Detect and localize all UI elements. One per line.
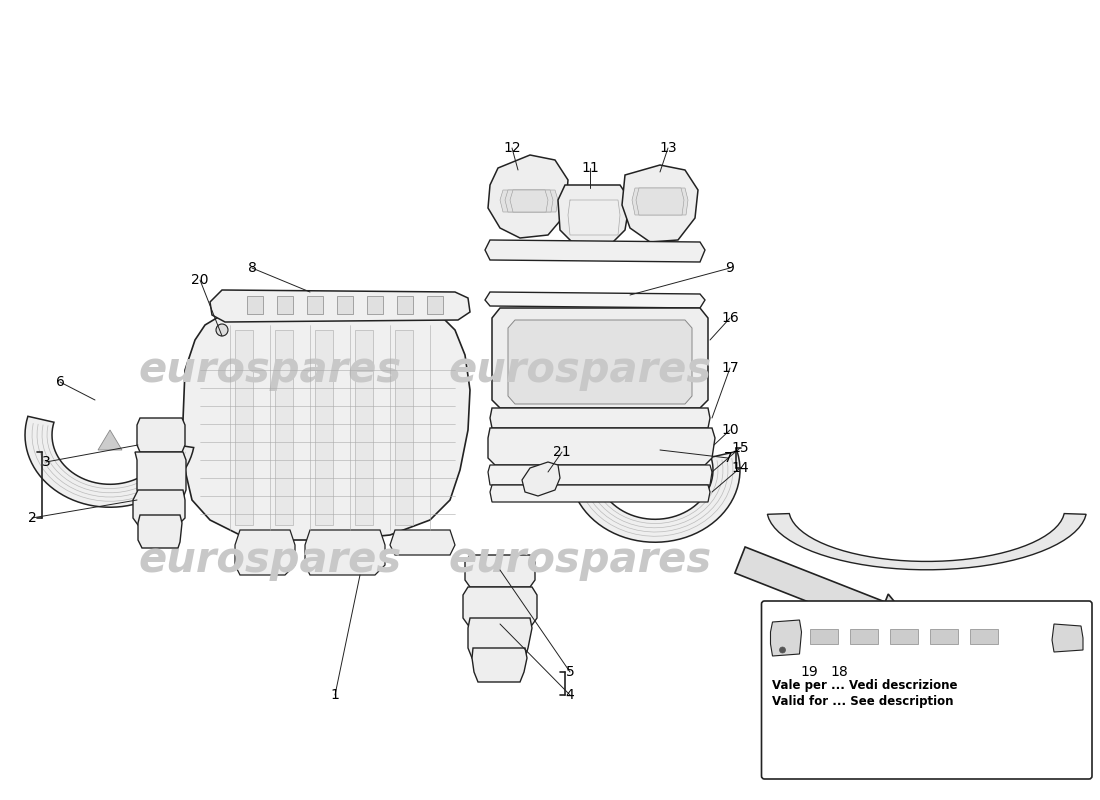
Polygon shape [472, 648, 527, 682]
Polygon shape [138, 515, 182, 548]
Polygon shape [235, 530, 295, 575]
Polygon shape [570, 451, 740, 542]
Text: eurospares: eurospares [449, 349, 712, 391]
Text: eurospares: eurospares [449, 539, 712, 581]
Polygon shape [138, 418, 185, 452]
Text: 2: 2 [28, 511, 36, 525]
Polygon shape [558, 185, 630, 245]
Text: eurospares: eurospares [139, 349, 402, 391]
Polygon shape [397, 296, 412, 314]
Polygon shape [25, 416, 194, 507]
Polygon shape [490, 485, 710, 502]
Polygon shape [488, 155, 568, 238]
Text: 12: 12 [503, 141, 520, 155]
Polygon shape [810, 629, 837, 644]
Polygon shape [510, 190, 548, 212]
Text: 9: 9 [726, 261, 735, 275]
Text: 3: 3 [42, 455, 51, 469]
Polygon shape [500, 190, 558, 212]
Polygon shape [969, 629, 998, 644]
Text: Vale per ... Vedi descrizione: Vale per ... Vedi descrizione [772, 679, 958, 693]
FancyBboxPatch shape [761, 601, 1092, 779]
Polygon shape [522, 462, 560, 496]
Polygon shape [277, 296, 293, 314]
Circle shape [780, 647, 785, 653]
Polygon shape [621, 165, 698, 242]
Polygon shape [367, 296, 383, 314]
Polygon shape [770, 620, 802, 656]
Text: 13: 13 [659, 141, 676, 155]
Text: 16: 16 [722, 311, 739, 325]
Text: 14: 14 [732, 461, 749, 475]
Polygon shape [98, 430, 122, 450]
Polygon shape [508, 320, 692, 404]
Polygon shape [135, 452, 186, 498]
Text: 8: 8 [248, 261, 256, 275]
Text: 18: 18 [830, 665, 848, 679]
Polygon shape [235, 330, 253, 525]
Polygon shape [305, 530, 385, 575]
Polygon shape [485, 240, 705, 262]
Polygon shape [468, 618, 532, 658]
Text: eurospares: eurospares [139, 539, 402, 581]
FancyArrow shape [735, 547, 917, 636]
Polygon shape [465, 555, 535, 587]
Polygon shape [490, 408, 710, 428]
Polygon shape [632, 188, 688, 215]
Text: 7: 7 [724, 451, 733, 465]
Text: 19: 19 [801, 665, 818, 679]
Polygon shape [307, 296, 323, 314]
Polygon shape [390, 530, 455, 555]
Polygon shape [355, 330, 373, 525]
Polygon shape [337, 296, 353, 314]
Text: Valid for ... See description: Valid for ... See description [772, 695, 954, 709]
Polygon shape [505, 190, 553, 212]
Text: 4: 4 [565, 688, 574, 702]
Text: 6: 6 [56, 375, 65, 389]
Polygon shape [488, 465, 712, 485]
Polygon shape [485, 292, 705, 308]
Polygon shape [768, 514, 1086, 570]
Polygon shape [488, 428, 715, 465]
Polygon shape [395, 330, 412, 525]
Text: 21: 21 [553, 445, 571, 459]
Circle shape [216, 324, 228, 336]
Polygon shape [1052, 624, 1084, 652]
Text: 15: 15 [732, 441, 749, 455]
Polygon shape [315, 330, 333, 525]
Polygon shape [248, 296, 263, 314]
Text: 20: 20 [191, 273, 209, 287]
Polygon shape [492, 308, 708, 408]
Polygon shape [636, 188, 684, 215]
Polygon shape [463, 587, 537, 625]
Polygon shape [427, 296, 443, 314]
Polygon shape [890, 629, 917, 644]
Text: 5: 5 [565, 665, 574, 679]
Polygon shape [183, 308, 470, 540]
Polygon shape [210, 290, 470, 322]
Polygon shape [275, 330, 293, 525]
Text: 11: 11 [581, 161, 598, 175]
Text: 17: 17 [722, 361, 739, 375]
Polygon shape [849, 629, 878, 644]
Text: 1: 1 [331, 688, 340, 702]
Text: 10: 10 [722, 423, 739, 437]
Polygon shape [930, 629, 957, 644]
Polygon shape [133, 490, 185, 525]
